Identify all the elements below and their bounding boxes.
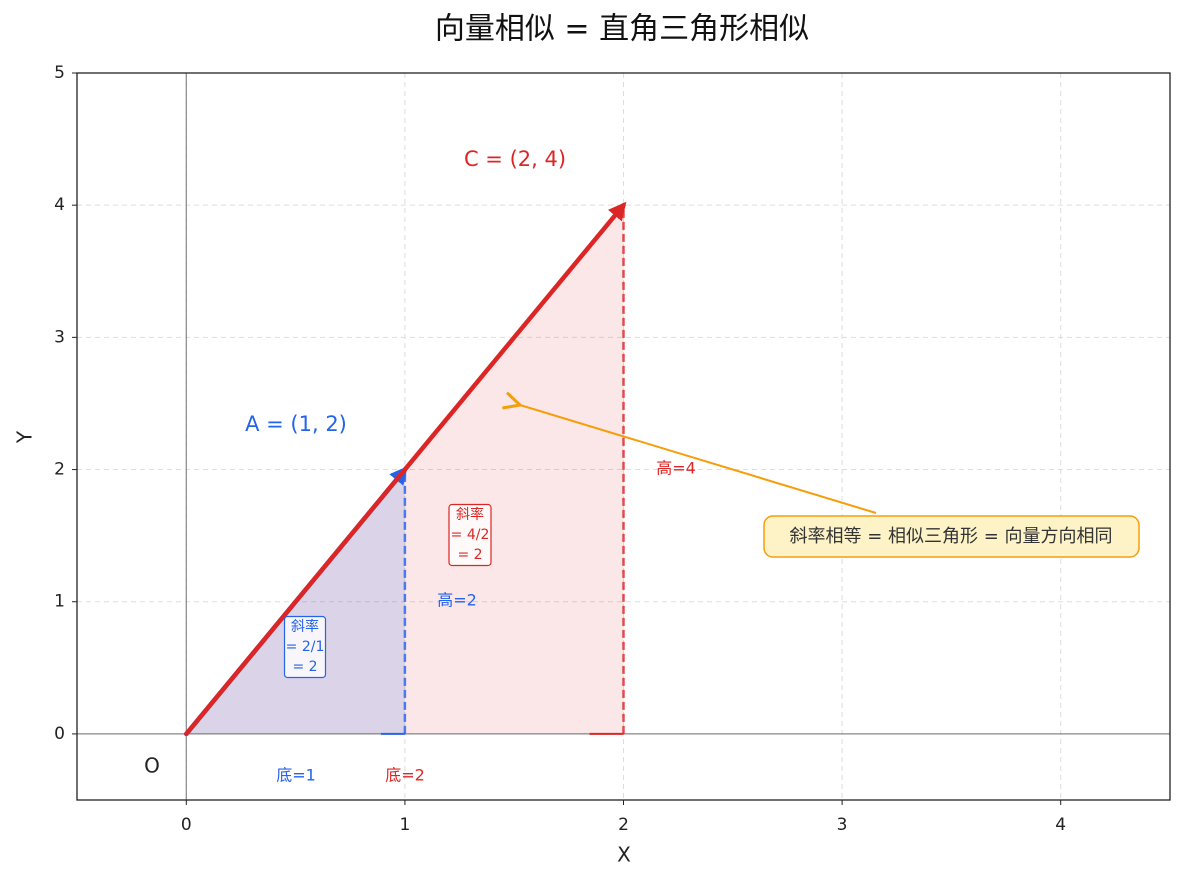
slope-label: = 4/2 xyxy=(451,527,490,543)
annotation-arrow xyxy=(520,405,877,514)
height-label: 高=4 xyxy=(656,459,696,478)
y-tick-label: 2 xyxy=(54,460,65,480)
slope-label: = 2 xyxy=(292,659,317,675)
y-tick-label: 5 xyxy=(54,63,65,83)
y-tick-label: 1 xyxy=(54,592,65,612)
x-tick-label: 0 xyxy=(181,815,192,835)
annotation-box xyxy=(763,515,1140,558)
y-tick-label: 0 xyxy=(54,724,65,744)
y-tick-label: 4 xyxy=(54,195,65,215)
x-tick-label: 2 xyxy=(618,815,629,835)
annotation: 斜率相等 = 相似三角形 = 向量方向相同 xyxy=(789,526,1112,547)
slope-label: 斜率 xyxy=(456,506,484,523)
slope-box xyxy=(448,503,492,567)
x-tick-label: 1 xyxy=(399,815,410,835)
slope-label: = 2 xyxy=(457,547,482,563)
base-label: 底=2 xyxy=(385,766,425,785)
vector-label: A = (1, 2) xyxy=(245,412,347,436)
x-axis-label: X xyxy=(617,843,631,867)
slope-box xyxy=(283,615,327,679)
y-axis-label: Y xyxy=(13,430,37,444)
plot-frame xyxy=(76,72,1171,801)
x-tick-label: 3 xyxy=(837,815,848,835)
y-tick-label: 3 xyxy=(54,327,65,347)
height-label: 高=2 xyxy=(437,591,477,610)
vector-arrow xyxy=(184,201,627,737)
slope-label: = 2/1 xyxy=(286,639,325,655)
chart-title: 向量相似 = 直角三角形相似 xyxy=(435,12,809,47)
slope-label: 斜率 xyxy=(291,618,319,635)
origin-label: O xyxy=(144,754,160,778)
vector-label: C = (2, 4) xyxy=(464,147,566,171)
x-tick-label: 4 xyxy=(1055,815,1066,835)
base-label: 底=1 xyxy=(276,766,316,785)
